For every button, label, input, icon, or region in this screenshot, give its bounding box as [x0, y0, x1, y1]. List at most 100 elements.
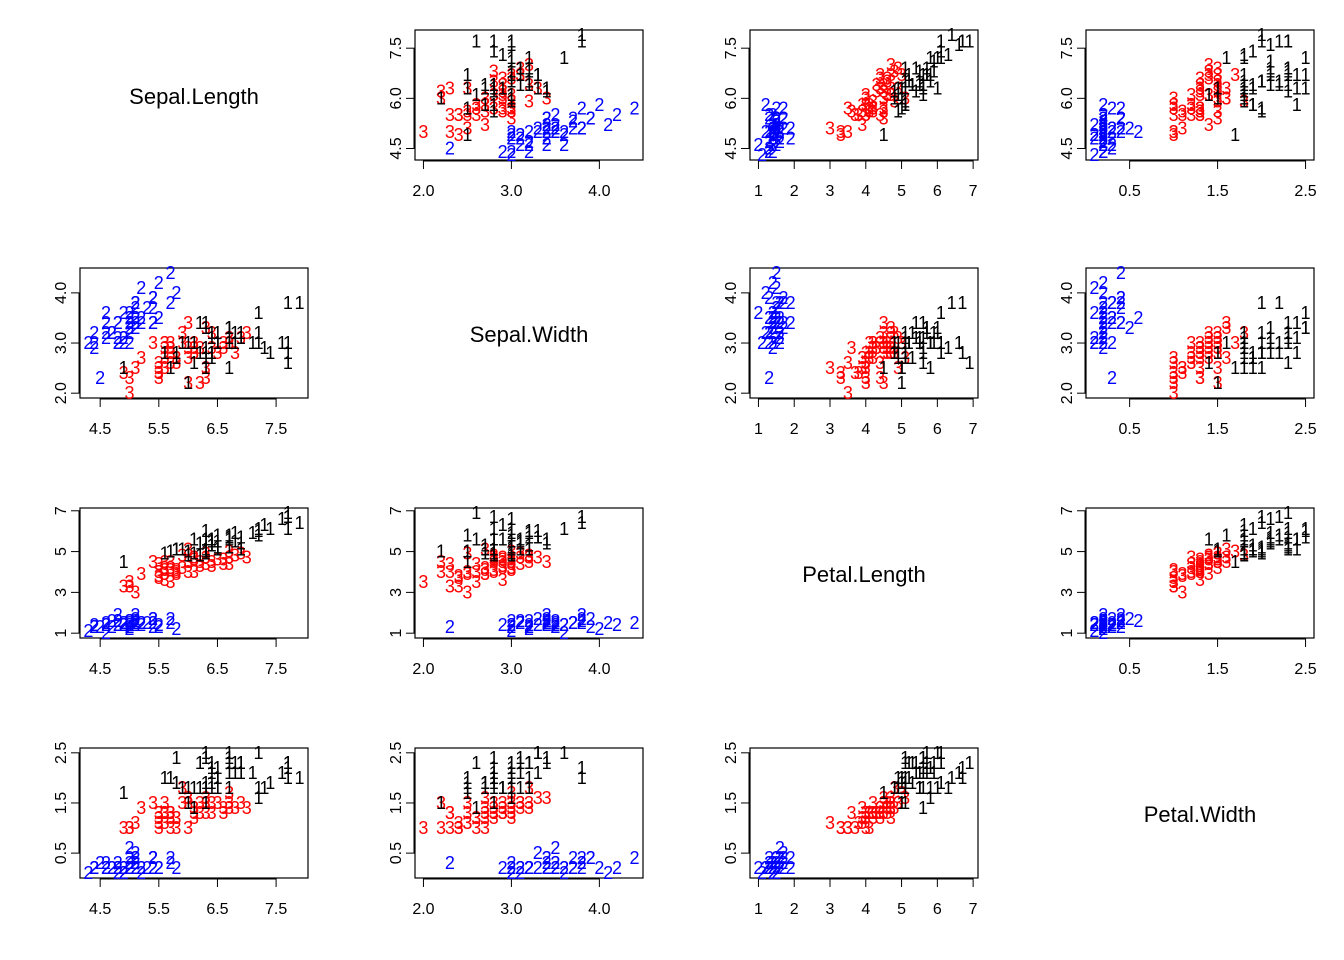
point-label-1: 1 [954, 333, 964, 353]
point-label-1: 1 [943, 338, 953, 358]
point-label-2: 2 [136, 863, 146, 883]
point-label-1: 1 [212, 540, 222, 560]
point-label-1: 1 [524, 540, 534, 560]
point-label-1: 1 [918, 78, 928, 98]
point-label-3: 3 [480, 798, 490, 818]
point-label-2: 2 [124, 611, 134, 631]
point-label-1: 1 [207, 753, 217, 773]
point-label-3: 3 [242, 323, 252, 343]
point-label-2: 2 [89, 617, 99, 637]
point-label-1: 1 [1239, 75, 1249, 95]
point-label-1: 1 [897, 793, 907, 813]
point-label-3: 3 [154, 562, 164, 582]
point-label-1: 1 [253, 521, 263, 541]
point-label-3: 3 [864, 102, 874, 122]
point-label-3: 3 [1195, 556, 1205, 576]
point-label-3: 3 [879, 343, 889, 363]
point-label-1: 1 [480, 540, 490, 560]
point-label-3: 3 [183, 562, 193, 582]
point-label-3: 3 [195, 556, 205, 576]
point-label-2: 2 [533, 843, 543, 863]
point-label-3: 3 [1221, 318, 1231, 338]
point-label-2: 2 [1116, 293, 1126, 313]
point-label-1: 1 [954, 35, 964, 55]
point-label-2: 2 [577, 118, 587, 138]
panel-sepal-width-vs-petal-length: 1 2 3 4 5 6 72.03.04.0222222222222222222222222… [723, 263, 979, 438]
point-label-3: 3 [201, 544, 211, 564]
point-label-2: 2 [124, 858, 134, 878]
point-label-2: 2 [1098, 313, 1108, 333]
point-label-1: 1 [171, 773, 181, 793]
point-label-1: 1 [943, 45, 953, 65]
point-label-3: 3 [224, 798, 234, 818]
point-label-2: 2 [603, 863, 613, 883]
point-label-3: 3 [183, 788, 193, 808]
point-label-1: 1 [515, 533, 525, 553]
point-label-3: 3 [506, 98, 516, 118]
point-label-2: 2 [524, 617, 534, 637]
point-label-1: 1 [201, 338, 211, 358]
point-label-2: 2 [771, 858, 781, 878]
variable-label-sepal-width: Sepal.Width [469, 322, 589, 347]
point-label-3: 3 [1195, 348, 1205, 368]
point-label-1: 1 [506, 531, 516, 551]
point-label-1: 1 [1301, 303, 1311, 323]
point-label-3: 3 [154, 562, 164, 582]
point-label-2: 2 [498, 142, 508, 162]
point-label-2: 2 [506, 863, 516, 883]
point-label-3: 3 [1195, 338, 1205, 358]
point-label-2: 2 [1107, 368, 1117, 388]
point-label-3: 3 [454, 818, 464, 838]
point-label-2: 2 [1107, 615, 1117, 635]
point-label-1: 1 [918, 343, 928, 363]
point-label-3: 3 [154, 813, 164, 833]
point-label-2: 2 [524, 858, 534, 878]
point-label-3: 3 [183, 552, 193, 572]
point-label-1: 1 [900, 348, 910, 368]
point-label-3: 3 [480, 803, 490, 823]
point-label-1: 1 [1265, 509, 1275, 529]
point-label-1: 1 [1283, 533, 1293, 553]
point-label-2: 2 [1098, 613, 1108, 633]
point-label-3: 3 [864, 818, 874, 838]
point-label-3: 3 [1177, 582, 1187, 602]
point-label-3: 3 [1213, 88, 1223, 108]
point-label-1: 1 [183, 546, 193, 566]
point-label-2: 2 [130, 293, 140, 313]
point-label-2: 2 [130, 858, 140, 878]
point-label-2: 2 [764, 323, 774, 343]
point-label-3: 3 [882, 343, 892, 363]
point-label-3: 3 [436, 88, 446, 108]
point-label-1: 1 [171, 343, 181, 363]
point-label-2: 2 [764, 142, 774, 162]
point-label-1: 1 [1283, 523, 1293, 543]
point-label-1: 1 [462, 525, 472, 545]
point-label-1: 1 [177, 540, 187, 560]
point-label-2: 2 [130, 615, 140, 635]
point-label-3: 3 [1204, 55, 1214, 75]
point-label-1: 1 [918, 353, 928, 373]
point-label-2: 2 [775, 293, 785, 313]
point-label-3: 3 [506, 558, 516, 578]
point-label-3: 3 [1169, 348, 1179, 368]
point-label-1: 1 [947, 768, 957, 788]
point-label-1: 1 [515, 778, 525, 798]
point-label-3: 3 [506, 554, 516, 574]
point-label-1: 1 [954, 763, 964, 783]
point-label-2: 2 [761, 323, 771, 343]
point-label-1: 1 [914, 778, 924, 798]
point-label-1: 1 [1239, 338, 1249, 358]
x-tick-label: 5 [897, 183, 906, 200]
point-label-2: 2 [778, 318, 788, 338]
point-label-2: 2 [778, 118, 788, 138]
panel-frame [79, 747, 309, 879]
point-label-2: 2 [771, 108, 781, 128]
point-label-2: 2 [124, 308, 134, 328]
point-label-3: 3 [1204, 546, 1214, 566]
point-label-3: 3 [875, 65, 885, 85]
